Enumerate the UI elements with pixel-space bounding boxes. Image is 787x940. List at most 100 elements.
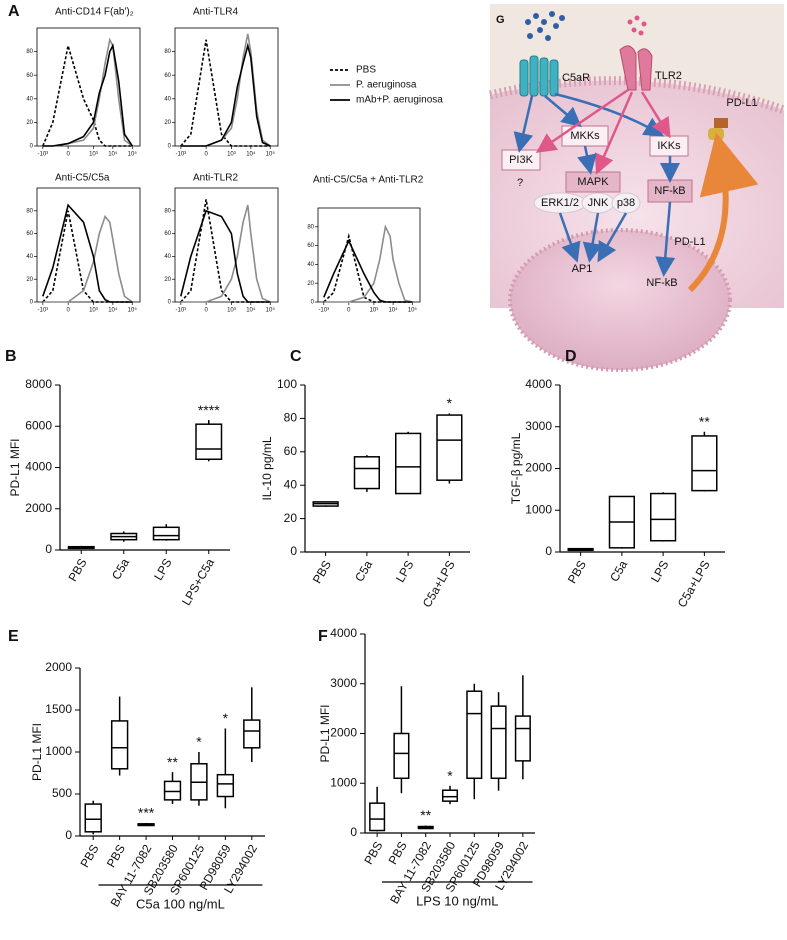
y-tick-label: 20 bbox=[307, 281, 314, 287]
node-label: JNK bbox=[588, 197, 609, 209]
y-tick-label: 80 bbox=[26, 208, 33, 214]
box bbox=[243, 719, 261, 749]
node-label: IKKs bbox=[657, 140, 681, 152]
histogram-curve bbox=[323, 238, 413, 303]
node-label: AP1 bbox=[572, 263, 593, 275]
box bbox=[514, 715, 531, 762]
x-tick-label: PBS bbox=[565, 558, 589, 586]
x-tick-label: PBS bbox=[386, 839, 410, 867]
box bbox=[195, 423, 223, 460]
y-tick-label: 80 bbox=[26, 49, 33, 55]
histogram-curve bbox=[42, 43, 133, 147]
group-label: C5a 100 ng/mL bbox=[136, 896, 225, 911]
y-tick-label: 4000 bbox=[25, 460, 52, 474]
y-tick-label: 1000 bbox=[45, 744, 72, 758]
x-tick-label: PBS bbox=[77, 842, 101, 870]
x-tick-label: 10³ bbox=[227, 152, 236, 158]
box bbox=[395, 432, 422, 495]
box bbox=[490, 705, 507, 780]
y-tick-label: 3000 bbox=[525, 419, 552, 433]
y-axis-title: IL-10 pg/mL bbox=[260, 436, 274, 500]
box bbox=[369, 802, 386, 832]
y-tick-label: 1000 bbox=[525, 502, 552, 516]
c5a-ligands bbox=[525, 11, 565, 41]
x-tick-label: -10³ bbox=[318, 308, 329, 314]
significance: *** bbox=[138, 805, 155, 821]
histogram-curve bbox=[323, 224, 413, 303]
panel-letter: G bbox=[496, 14, 505, 26]
panel-letter: D bbox=[565, 348, 577, 365]
node-label: PD-L1 bbox=[726, 97, 757, 109]
x-tick-label: 10⁵ bbox=[408, 307, 418, 314]
histogram-curve bbox=[180, 42, 271, 147]
y-tick-label: 0 bbox=[350, 825, 357, 839]
y-tick-label: 40 bbox=[26, 96, 33, 102]
x-tick-label: PBS bbox=[361, 839, 385, 867]
y-tick-label: 60 bbox=[26, 231, 33, 237]
node-label: ERK1/2 bbox=[541, 197, 579, 209]
x-tick-label: 10⁴ bbox=[246, 151, 256, 158]
y-tick-label: 4000 bbox=[525, 377, 552, 391]
y-tick-label: 2000 bbox=[25, 501, 52, 515]
significance: * bbox=[223, 710, 229, 726]
subplot-title: Anti-TLR4 bbox=[193, 7, 238, 18]
pathway-diagram: G C5aR TLR2 PD-L1 MKKs IKKs PI3K MAPK NF… bbox=[488, 4, 786, 372]
x-tick-label: -10³ bbox=[175, 308, 186, 314]
box bbox=[466, 690, 483, 780]
x-tick-label: 0 bbox=[204, 308, 208, 314]
significance: ** bbox=[420, 807, 431, 823]
x-tick-label: C5a bbox=[607, 558, 630, 584]
box bbox=[436, 414, 463, 481]
x-tick-label: 10⁵ bbox=[266, 307, 276, 314]
y-axis-title: PD-L1 MFI bbox=[318, 704, 332, 762]
y-tick-label: 0 bbox=[311, 300, 315, 306]
y-tick-label: 0 bbox=[168, 300, 172, 306]
y-tick-label: 0 bbox=[168, 144, 172, 150]
box bbox=[691, 435, 718, 492]
box bbox=[163, 780, 182, 801]
y-tick-label: 20 bbox=[164, 277, 171, 283]
legend-label: P. aeruginosa bbox=[356, 80, 417, 91]
histogram-curve bbox=[180, 33, 271, 147]
y-tick-label: 40 bbox=[26, 254, 33, 260]
x-tick-label: PBS bbox=[310, 558, 334, 586]
x-tick-label: LPS bbox=[393, 558, 416, 585]
significance: * bbox=[447, 395, 453, 411]
plot-frame bbox=[174, 187, 279, 303]
arrows bbox=[513, 88, 759, 293]
c5ar-receptor bbox=[519, 55, 559, 97]
y-tick-label: 1500 bbox=[45, 702, 72, 716]
kinase-ellipses bbox=[533, 192, 641, 214]
y-tick-label: 40 bbox=[164, 96, 171, 102]
histogram-curve bbox=[42, 214, 133, 303]
significance: **** bbox=[198, 402, 220, 418]
y-tick-label: 2000 bbox=[525, 461, 552, 475]
y-tick-label: 0 bbox=[45, 542, 52, 556]
y-tick-label: 4000 bbox=[330, 626, 357, 640]
y-tick-label: 100 bbox=[277, 377, 297, 391]
y-tick-label: 60 bbox=[284, 444, 298, 458]
x-tick-label: 10⁴ bbox=[108, 151, 118, 158]
box bbox=[650, 492, 677, 542]
x-tick-label: 10³ bbox=[227, 308, 236, 314]
box bbox=[216, 773, 235, 798]
tlr2-receptor bbox=[619, 45, 653, 91]
x-tick-label: 10⁵ bbox=[266, 151, 276, 158]
histogram-curve bbox=[180, 199, 271, 303]
y-axis-title: TGF-β pg/mL bbox=[509, 432, 523, 504]
y-tick-label: 60 bbox=[164, 73, 171, 79]
x-tick-label: LPS bbox=[648, 558, 671, 585]
significance: * bbox=[447, 767, 453, 783]
x-tick-label: -10³ bbox=[37, 308, 48, 314]
y-tick-label: 60 bbox=[307, 243, 314, 249]
x-tick-label: 10³ bbox=[370, 308, 379, 314]
subplot-title: Anti-C5/C5a + Anti-TLR2 bbox=[313, 175, 424, 186]
box bbox=[441, 789, 459, 802]
node-label: C5aR bbox=[562, 72, 590, 84]
histogram-curve bbox=[180, 204, 271, 303]
x-tick-label: -10³ bbox=[175, 152, 186, 158]
y-tick-label: 40 bbox=[164, 254, 171, 260]
panel-letter: B bbox=[5, 348, 17, 365]
histogram-curve bbox=[42, 45, 133, 147]
